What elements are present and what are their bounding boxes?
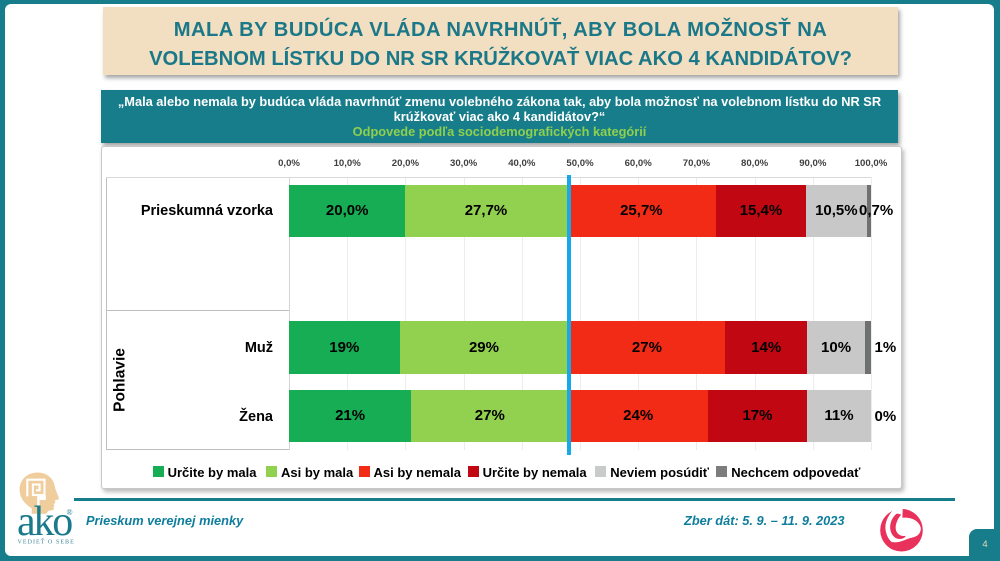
svg-text:®: ® (67, 508, 73, 517)
svg-text:ako: ako (17, 499, 72, 545)
svg-text:VEDIEŤ O SEBE: VEDIEŤ O SEBE (18, 538, 75, 546)
